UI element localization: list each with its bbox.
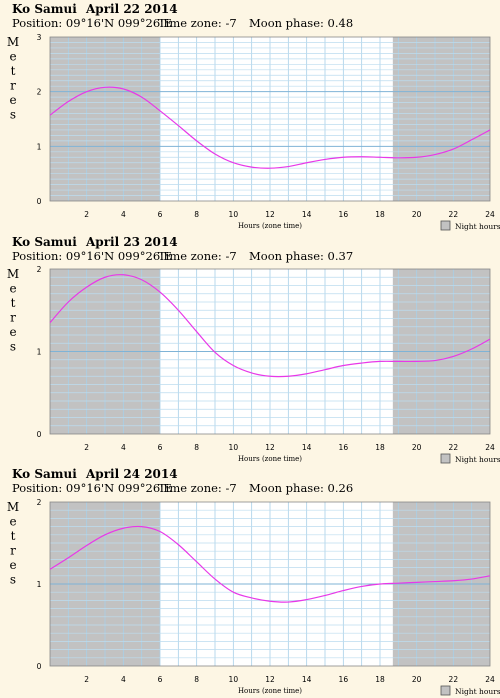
x-tick-label: 24 bbox=[485, 210, 495, 219]
timezone-label: Time zone: -7 bbox=[158, 16, 237, 30]
date-label: April 24 2014 bbox=[85, 467, 178, 481]
x-tick-label: 20 bbox=[412, 675, 422, 684]
x-tick-label: 20 bbox=[412, 443, 422, 452]
x-tick-label: 8 bbox=[194, 443, 199, 452]
position-label: Position: 09°16'N 099°26'E bbox=[12, 16, 172, 30]
plot-frame bbox=[49, 36, 491, 202]
legend-swatch-night bbox=[440, 220, 451, 231]
x-tick-label: 2 bbox=[84, 210, 89, 219]
x-tick-label: 10 bbox=[229, 210, 239, 219]
timezone-label: Time zone: -7 bbox=[158, 249, 237, 263]
y-tick-label: 0 bbox=[37, 197, 42, 206]
x-axis-label: Hours (zone time) bbox=[238, 222, 302, 230]
legend-label-night: Night hours bbox=[455, 687, 500, 696]
timezone-label: Time zone: -7 bbox=[158, 481, 237, 495]
x-tick-label: 4 bbox=[121, 210, 126, 219]
y-tick-label: 1 bbox=[37, 348, 42, 357]
x-tick-label: 6 bbox=[158, 675, 163, 684]
y-tick-label: 1 bbox=[37, 142, 42, 151]
x-tick-label: 12 bbox=[265, 443, 275, 452]
x-tick-label: 10 bbox=[229, 443, 239, 452]
x-tick-label: 22 bbox=[449, 210, 459, 219]
tide-height-line bbox=[49, 525, 491, 603]
position-label: Position: 09°16'N 099°26'E bbox=[12, 481, 172, 495]
x-tick-label: 18 bbox=[375, 675, 385, 684]
legend-label-night: Night hours bbox=[455, 455, 500, 464]
y-tick-label: 1 bbox=[37, 580, 42, 589]
x-tick-label: 24 bbox=[485, 675, 495, 684]
x-tick-label: 14 bbox=[302, 210, 312, 219]
location-label: Ko Samui bbox=[12, 2, 77, 16]
location-label: Ko Samui bbox=[12, 235, 77, 249]
grid-lines bbox=[50, 502, 490, 666]
location-label: Ko Samui bbox=[12, 467, 77, 481]
x-tick-label: 4 bbox=[121, 443, 126, 452]
plot-frame bbox=[49, 501, 491, 667]
x-tick-label: 22 bbox=[449, 443, 459, 452]
x-tick-label: 4 bbox=[121, 675, 126, 684]
x-tick-label: 6 bbox=[158, 210, 163, 219]
legend-swatch-night bbox=[440, 685, 451, 696]
moon-phase-label: Moon phase: 0.26 bbox=[249, 481, 353, 495]
legend-swatch-night bbox=[440, 453, 451, 464]
x-tick-label: 22 bbox=[449, 675, 459, 684]
y-tick-label: 0 bbox=[37, 430, 42, 439]
tide-height-line bbox=[49, 86, 491, 169]
x-tick-label: 16 bbox=[339, 210, 349, 219]
x-tick-label: 2 bbox=[84, 443, 89, 452]
x-tick-label: 16 bbox=[339, 443, 349, 452]
y-tick-label: 3 bbox=[37, 33, 42, 42]
x-tick-label: 14 bbox=[302, 443, 312, 452]
x-tick-label: 18 bbox=[375, 443, 385, 452]
plot-frame bbox=[49, 268, 491, 435]
x-axis-label: Hours (zone time) bbox=[238, 687, 302, 695]
legend-label-night: Night hours bbox=[455, 222, 500, 231]
position-label: Position: 09°16'N 099°26'E bbox=[12, 249, 172, 263]
x-tick-label: 12 bbox=[265, 210, 275, 219]
x-tick-label: 2 bbox=[84, 675, 89, 684]
moon-phase-label: Moon phase: 0.48 bbox=[249, 16, 353, 30]
y-tick-label: 0 bbox=[37, 662, 42, 671]
x-tick-label: 20 bbox=[412, 210, 422, 219]
x-tick-label: 12 bbox=[265, 675, 275, 684]
x-tick-label: 8 bbox=[194, 675, 199, 684]
moon-phase-label: Moon phase: 0.37 bbox=[249, 249, 353, 263]
tide-height-line bbox=[49, 274, 491, 378]
grid-lines bbox=[50, 269, 490, 434]
x-tick-label: 10 bbox=[229, 675, 239, 684]
x-tick-label: 8 bbox=[194, 210, 199, 219]
y-tick-label: 2 bbox=[37, 88, 42, 97]
x-tick-label: 14 bbox=[302, 675, 312, 684]
x-axis-label: Hours (zone time) bbox=[238, 455, 302, 463]
y-tick-label: 2 bbox=[37, 498, 42, 507]
date-label: April 22 2014 bbox=[85, 2, 178, 16]
date-label: April 23 2014 bbox=[85, 235, 178, 249]
x-tick-label: 6 bbox=[158, 443, 163, 452]
x-tick-label: 16 bbox=[339, 675, 349, 684]
y-tick-label: 2 bbox=[37, 265, 42, 274]
x-tick-label: 24 bbox=[485, 443, 495, 452]
grid-lines bbox=[50, 37, 490, 201]
x-tick-label: 18 bbox=[375, 210, 385, 219]
